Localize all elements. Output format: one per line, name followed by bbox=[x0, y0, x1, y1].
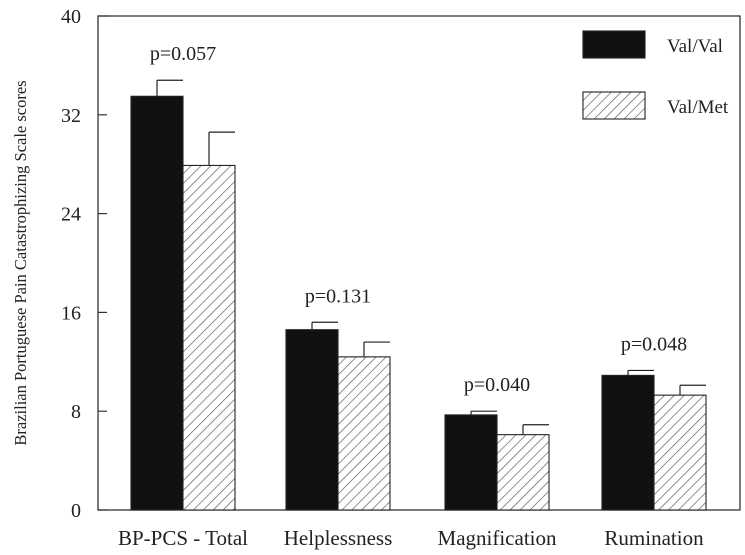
p-value-annotation: p=0.057 bbox=[150, 43, 216, 65]
p-value-annotation: p=0.040 bbox=[464, 374, 530, 396]
p-value-annotation: p=0.131 bbox=[305, 285, 371, 307]
bar-val-met bbox=[496, 434, 550, 511]
bar-val-val bbox=[285, 329, 339, 511]
bar-val-met bbox=[337, 356, 391, 511]
bar-val-val bbox=[444, 414, 498, 511]
legend-label-val-val: Val/Val bbox=[667, 36, 723, 57]
y-tick-label: 32 bbox=[61, 105, 81, 127]
labels: Brazilian Portuguese Pain Catastrophizin… bbox=[11, 43, 704, 550]
axes: 0 8 16 24 32 40 bbox=[61, 6, 741, 522]
bar-val-met bbox=[182, 164, 236, 511]
bar-val-val bbox=[130, 95, 184, 511]
y-tick-label: 8 bbox=[71, 401, 81, 423]
bars bbox=[130, 79, 707, 511]
legend-swatch-val-met bbox=[582, 91, 646, 120]
legend: Val/Val Val/Met bbox=[582, 30, 729, 120]
y-tick-label: 16 bbox=[61, 302, 81, 324]
legend-swatch-val-val bbox=[582, 30, 646, 59]
y-tick-label: 24 bbox=[61, 204, 81, 226]
y-tick-label: 40 bbox=[61, 6, 81, 28]
y-axis-label: Brazilian Portuguese Pain Catastrophizin… bbox=[11, 80, 30, 445]
x-category-label: Magnification bbox=[438, 526, 557, 550]
x-category-label: BP-PCS - Total bbox=[118, 526, 248, 550]
p-value-annotation: p=0.048 bbox=[621, 333, 687, 355]
bar-val-met bbox=[653, 394, 707, 511]
legend-label-val-met: Val/Met bbox=[667, 97, 729, 118]
y-tick-label: 0 bbox=[71, 500, 81, 522]
x-category-label: Rumination bbox=[604, 526, 704, 550]
x-category-label: Helplessness bbox=[284, 526, 393, 550]
plot-frame bbox=[97, 15, 741, 511]
bar-val-val bbox=[601, 374, 655, 511]
